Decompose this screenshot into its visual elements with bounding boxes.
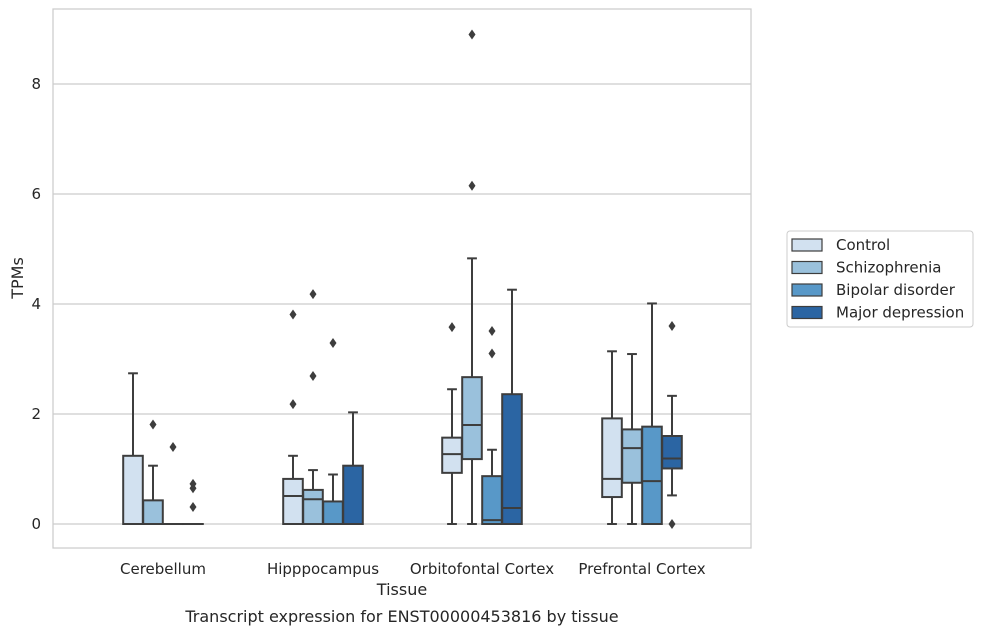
- outlier-point: [468, 180, 476, 191]
- box-major-depression: [661, 321, 683, 529]
- box-bipolar-disorder: [641, 302, 663, 525]
- x-axis-ticks: Cerebellum Hipppocampus Orbitofontal Corte…: [120, 560, 706, 578]
- x-tick-label: Cerebellum: [120, 560, 206, 578]
- box-groups: [122, 29, 683, 529]
- legend-label: Bipolar disorder: [836, 281, 956, 299]
- legend-swatch: [791, 283, 823, 297]
- box-bipolar-disorder: [162, 442, 184, 526]
- y-axis-ticks: 0 2 4 6 8: [31, 75, 41, 533]
- box-major-depression: [342, 411, 364, 526]
- y-tick-label: 8: [31, 75, 41, 93]
- outlier-point: [668, 519, 676, 529]
- box-major-depression: [182, 478, 204, 526]
- outlier-point: [309, 371, 317, 382]
- legend-frame: [786, 230, 974, 328]
- legend-label: Schizophrenia: [836, 259, 941, 277]
- outlier-point: [329, 338, 337, 349]
- legend-swatch: [791, 260, 823, 275]
- box-body: [302, 488, 324, 525]
- box-body: [481, 475, 503, 525]
- box-bipolar-disorder: [481, 325, 503, 525]
- box-control: [601, 350, 623, 525]
- outlier-point: [488, 348, 496, 359]
- y-tick-label: 6: [31, 185, 41, 203]
- outlier-point: [189, 501, 197, 512]
- box-schizophrenia: [142, 419, 164, 526]
- box-body: [461, 376, 483, 461]
- box-body: [641, 425, 663, 525]
- box-control: [441, 322, 463, 525]
- x-tick-label: Prefrontal Cortex: [578, 560, 705, 578]
- legend-swatch: [791, 238, 823, 252]
- box-body: [342, 464, 364, 526]
- y-axis-label: TPMs: [8, 257, 27, 300]
- outlier-point: [169, 442, 177, 452]
- outlier-point: [468, 29, 476, 40]
- outlier-point: [149, 419, 157, 430]
- box-control: [282, 309, 304, 525]
- outlier-point: [289, 399, 297, 410]
- box-body: [661, 435, 683, 470]
- box-body: [621, 428, 643, 484]
- box-major-depression: [501, 288, 523, 526]
- outlier-point: [189, 478, 197, 489]
- x-axis-label: Tissue: [376, 580, 427, 599]
- box-schizophrenia: [461, 29, 483, 525]
- y-tick-label: 2: [31, 405, 41, 423]
- box-body: [441, 436, 463, 474]
- outlier-point: [488, 325, 496, 336]
- box-bipolar-disorder: [322, 338, 344, 526]
- x-tick-label: Orbitofontal Cortex: [410, 560, 554, 578]
- plot-frame: [52, 8, 752, 549]
- legend-swatch: [791, 305, 823, 320]
- legend-label: Major depression: [836, 304, 964, 322]
- box-body: [601, 417, 623, 499]
- x-tick-label: Hipppocampus: [267, 560, 379, 578]
- box-body: [322, 500, 344, 526]
- y-tick-label: 4: [31, 295, 41, 313]
- box-control: [122, 372, 144, 525]
- box-body: [142, 499, 164, 526]
- outlier-point: [448, 322, 456, 333]
- outlier-point: [289, 309, 297, 320]
- y-tick-label: 0: [31, 515, 41, 533]
- box-body: [122, 454, 144, 525]
- box-body: [501, 393, 523, 526]
- legend: Control Schizophrenia Bipolar disorder Majo…: [786, 230, 974, 328]
- chart-title: Transcript expression for ENST0000045381…: [184, 607, 618, 626]
- outlier-point: [309, 289, 317, 300]
- box-schizophrenia: [302, 289, 324, 525]
- box-body: [282, 477, 304, 525]
- box-schizophrenia: [621, 353, 643, 525]
- outlier-point: [668, 321, 676, 331]
- legend-label: Control: [836, 236, 890, 254]
